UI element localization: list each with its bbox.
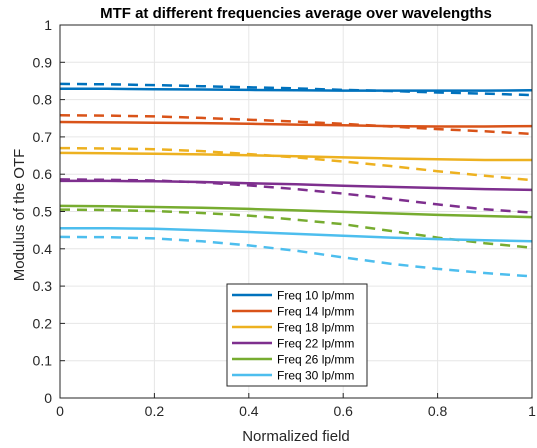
chart-title: MTF at different frequencies average ove… xyxy=(100,5,492,22)
series-solid-freq-22-lp-mm xyxy=(60,179,533,192)
series-lines xyxy=(59,82,533,278)
legend-label: Freq 10 lp/mm xyxy=(277,289,354,303)
series-solid-freq-30-lp-mm xyxy=(60,227,533,243)
legend-label: Freq 30 lp/mm xyxy=(277,369,354,383)
y-tick-label: 0.5 xyxy=(33,204,53,220)
y-axis-label: Modulus of the OTF xyxy=(11,149,28,282)
y-tick-label: 0.7 xyxy=(33,129,53,145)
x-tick-label: 1 xyxy=(528,403,536,419)
series-dashed-freq-22-lp-mm xyxy=(59,178,533,214)
series-solid-freq-26-lp-mm xyxy=(59,204,533,219)
y-tick-label: 0.4 xyxy=(33,241,53,257)
series-dashed-freq-30-lp-mm xyxy=(59,235,533,278)
x-tick-label: 0.6 xyxy=(333,403,353,419)
y-tick-label: 0.8 xyxy=(33,92,53,108)
series-solid-freq-14-lp-mm xyxy=(59,120,533,128)
y-tick-label: 0.1 xyxy=(33,353,53,369)
series-dashed-freq-10-lp-mm xyxy=(59,82,533,97)
y-tick-label: 0 xyxy=(44,390,52,406)
x-tick-label: 0.4 xyxy=(239,403,259,419)
x-tick-label: 0.8 xyxy=(428,403,448,419)
x-tick-label: 0 xyxy=(56,403,64,419)
series-solid-freq-18-lp-mm xyxy=(59,151,532,162)
x-tick-label: 0.2 xyxy=(145,403,165,419)
y-tick-label: 0.3 xyxy=(33,278,53,294)
legend: Freq 10 lp/mm Freq 14 lp/mm Freq 18 lp/mm F… xyxy=(226,283,368,387)
legend-label: Freq 18 lp/mm xyxy=(277,321,354,335)
x-axis-label: Normalized field xyxy=(242,428,350,445)
y-tick-label: 0.9 xyxy=(33,54,53,70)
y-tick-label: 1 xyxy=(44,17,52,33)
legend-box xyxy=(226,283,368,387)
legend-label: Freq 14 lp/mm xyxy=(277,305,354,319)
series-dashed-freq-18-lp-mm xyxy=(59,146,533,182)
axis-ticks: 0 0.2 0.4 0.6 0.8 1 0 0.1 0.2 0.3 0.4 0.5 0.6 0.7 0.8 0… xyxy=(33,17,537,419)
legend-label: Freq 26 lp/mm xyxy=(277,353,354,367)
y-tick-label: 0.2 xyxy=(33,315,53,331)
legend-label: Freq 22 lp/mm xyxy=(277,337,354,351)
y-tick-label: 0.6 xyxy=(33,166,53,182)
series-dashed-freq-14-lp-mm xyxy=(59,114,533,136)
series-solid-freq-10-lp-mm xyxy=(60,87,533,92)
